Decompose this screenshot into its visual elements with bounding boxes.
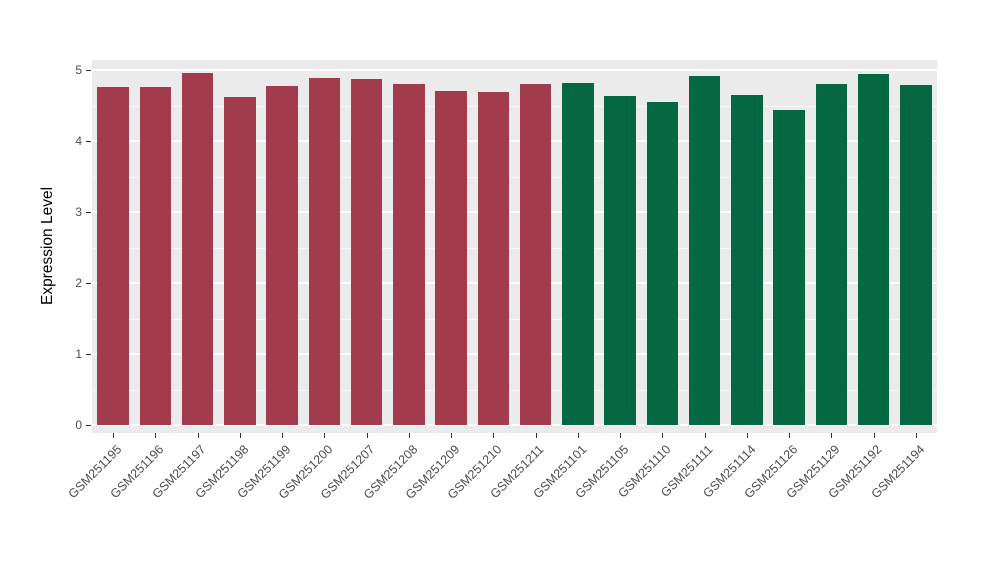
bar-GSM251110 bbox=[646, 101, 679, 425]
x-tick-mark bbox=[282, 433, 284, 438]
y-tick-mark bbox=[86, 425, 91, 426]
major-gridline bbox=[92, 69, 937, 71]
y-tick-mark bbox=[86, 354, 91, 355]
bar-GSM251207 bbox=[350, 79, 383, 425]
bar-GSM251195 bbox=[97, 87, 129, 425]
y-tick-label: 4 bbox=[75, 134, 82, 148]
bar-GSM251200 bbox=[308, 77, 341, 425]
y-tick-mark bbox=[86, 70, 91, 71]
bar-GSM251114 bbox=[731, 94, 763, 425]
x-tick-mark bbox=[451, 433, 453, 438]
bar-GSM251199 bbox=[266, 86, 298, 425]
x-tick-mark bbox=[324, 433, 326, 438]
x-tick-mark bbox=[535, 433, 537, 438]
x-tick-mark bbox=[197, 433, 199, 438]
minor-gridline bbox=[92, 318, 937, 320]
bar-GSM251111 bbox=[688, 76, 721, 425]
bar-GSM251126 bbox=[773, 109, 805, 425]
x-tick-mark bbox=[239, 433, 241, 438]
bar-GSM251198 bbox=[224, 96, 256, 425]
major-gridline bbox=[92, 211, 937, 213]
y-tick-mark bbox=[86, 283, 91, 284]
y-tick-label: 1 bbox=[75, 347, 82, 361]
bar-GSM251208 bbox=[393, 84, 425, 425]
x-tick-mark bbox=[620, 433, 622, 438]
x-tick-mark bbox=[746, 433, 748, 438]
bar-GSM251209 bbox=[435, 91, 467, 425]
major-gridline bbox=[92, 140, 937, 142]
y-tick-label: 0 bbox=[75, 418, 82, 432]
y-tick-label: 5 bbox=[75, 63, 82, 77]
x-tick-mark bbox=[704, 433, 706, 438]
x-tick-mark bbox=[366, 433, 368, 438]
x-tick-mark bbox=[155, 433, 157, 438]
bar-GSM251194 bbox=[900, 84, 932, 425]
x-tick-mark bbox=[662, 433, 664, 438]
minor-gridline bbox=[92, 105, 937, 107]
major-gridline bbox=[92, 424, 937, 426]
x-tick-mark bbox=[789, 433, 791, 438]
bar-GSM251105 bbox=[604, 96, 636, 425]
bar-GSM251196 bbox=[139, 87, 172, 425]
plot-panel bbox=[92, 60, 937, 433]
major-gridline bbox=[92, 353, 937, 355]
x-tick-mark bbox=[831, 433, 833, 438]
x-tick-mark bbox=[408, 433, 410, 438]
x-tick-mark bbox=[113, 433, 115, 438]
x-tick-mark bbox=[873, 433, 875, 438]
minor-gridline bbox=[92, 176, 937, 178]
y-tick-label: 3 bbox=[75, 205, 82, 219]
minor-gridline bbox=[92, 247, 937, 249]
bar-GSM251192 bbox=[857, 74, 890, 425]
y-tick-mark bbox=[86, 212, 91, 213]
major-gridline bbox=[92, 282, 937, 284]
minor-gridline bbox=[92, 389, 937, 391]
x-tick-mark bbox=[493, 433, 495, 438]
y-tick-label: 2 bbox=[75, 276, 82, 290]
x-tick-mark bbox=[577, 433, 579, 438]
x-tick-mark bbox=[915, 433, 917, 438]
bar-GSM251129 bbox=[815, 84, 848, 425]
bar-GSM251197 bbox=[181, 72, 214, 425]
bar-GSM251101 bbox=[562, 82, 594, 425]
bar-GSM251210 bbox=[477, 92, 510, 425]
y-tick-mark bbox=[86, 141, 91, 142]
bar-GSM251211 bbox=[519, 84, 552, 425]
